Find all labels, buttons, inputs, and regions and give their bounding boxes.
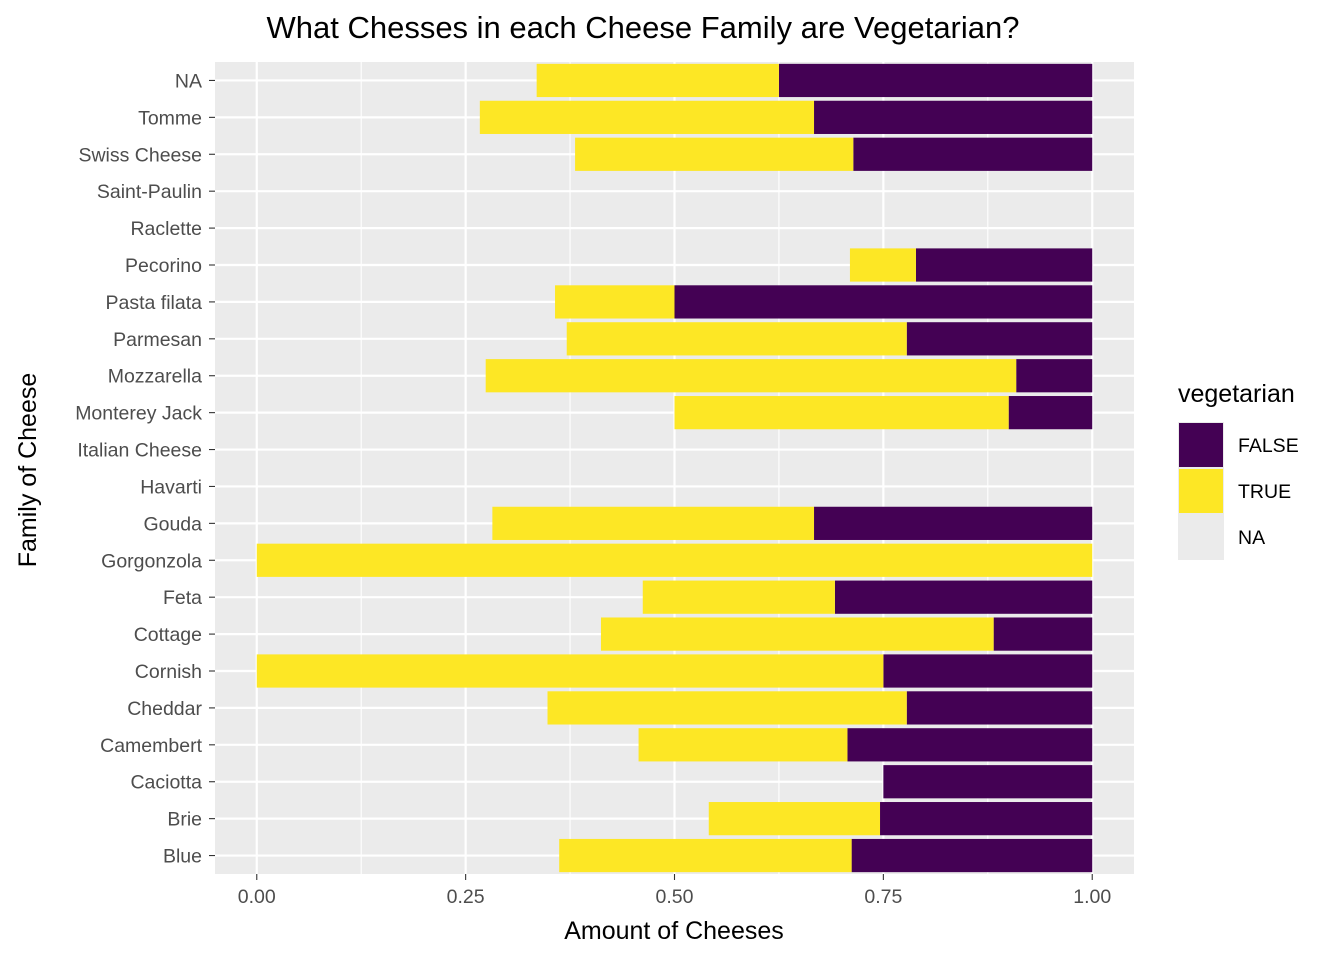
bar-false (674, 285, 1093, 319)
y-tick-label: Saint-Paulin (97, 181, 202, 203)
y-tick-label: Caciotta (130, 772, 202, 794)
bar-true (559, 838, 852, 873)
y-tick-label: Gouda (143, 513, 202, 535)
x-tick-label: 0.50 (656, 886, 694, 908)
bar-false (883, 765, 1093, 799)
bar-false (778, 63, 1093, 98)
y-tick-label: Mozzarella (108, 366, 202, 388)
y-tick-label: Blue (163, 846, 202, 868)
bar-false (814, 506, 1093, 540)
x-tick-label: 1.00 (1073, 886, 1111, 908)
y-tick-label: Cottage (134, 624, 202, 646)
x-tick-label: 0.75 (864, 886, 902, 908)
bar-true (536, 63, 779, 98)
bar-false (993, 617, 1093, 651)
bar-true (485, 359, 1017, 393)
x-tick-label: 0.25 (447, 886, 485, 908)
y-tick-label: NA (175, 70, 202, 92)
y-tick-label: Brie (167, 809, 202, 831)
y-tick-label: Camembert (100, 735, 202, 757)
bar-true (638, 728, 848, 762)
bar-true (492, 506, 815, 540)
bar-true (256, 543, 1093, 577)
plot-area: 0.00 0.25 0.50 0.75 1.00 Blue Brie Caciotta Came… (75, 62, 1134, 908)
bar-false (851, 838, 1093, 873)
bar-true (642, 580, 835, 614)
legend: vegetarian FALSE TRUE NA (1178, 380, 1299, 560)
bar-false (915, 248, 1093, 282)
bar-false (853, 137, 1093, 171)
y-tick-label: Pecorino (125, 255, 202, 277)
bar-false (906, 322, 1093, 356)
y-tick-label: Feta (163, 587, 202, 609)
bar-false (814, 100, 1093, 134)
y-tick-label: Havarti (140, 476, 202, 498)
bar-false (834, 580, 1093, 614)
legend-label: TRUE (1238, 481, 1291, 503)
y-tick-label: Monterey Jack (75, 403, 202, 425)
bar-true (600, 617, 994, 651)
y-tick-label: Swiss Cheese (78, 144, 202, 166)
bar-false (1016, 359, 1093, 393)
bar-true (555, 285, 675, 319)
bar-true (849, 248, 916, 282)
bar-false (1008, 396, 1093, 430)
bar-true (708, 802, 881, 836)
x-axis-title: Amount of Cheeses (564, 917, 784, 945)
legend-label: FALSE (1238, 435, 1299, 457)
legend-key-background (1178, 514, 1224, 560)
y-tick-label: Cheddar (127, 698, 202, 720)
legend-swatch-true (1179, 469, 1223, 513)
y-tick-label: Pasta filata (106, 292, 203, 314)
legend-label: NA (1238, 527, 1265, 549)
bar-true (575, 137, 854, 171)
bar-false (880, 802, 1093, 836)
y-tick-label: Gorgonzola (101, 550, 202, 572)
y-tick-label: Raclette (130, 218, 202, 240)
legend-title: vegetarian (1178, 380, 1295, 408)
bar-true (674, 396, 1009, 430)
y-tick-label: Parmesan (113, 329, 202, 351)
y-axis-title: Family of Cheese (14, 373, 42, 568)
bar-true (547, 691, 907, 725)
chart-title: What Chesses in each Cheese Family are V… (266, 10, 1019, 45)
y-tick-label: Cornish (135, 661, 202, 683)
bar-false (847, 728, 1093, 762)
bar-false (883, 654, 1093, 688)
x-tick-label: 0.00 (238, 886, 276, 908)
bar-true (479, 100, 815, 134)
legend-swatch-false (1179, 423, 1223, 467)
bar-true (256, 654, 884, 688)
bar-false (906, 691, 1093, 725)
y-tick-label: Tomme (138, 107, 202, 129)
bar-true (566, 322, 907, 356)
y-tick-label: Italian Cheese (77, 440, 202, 462)
